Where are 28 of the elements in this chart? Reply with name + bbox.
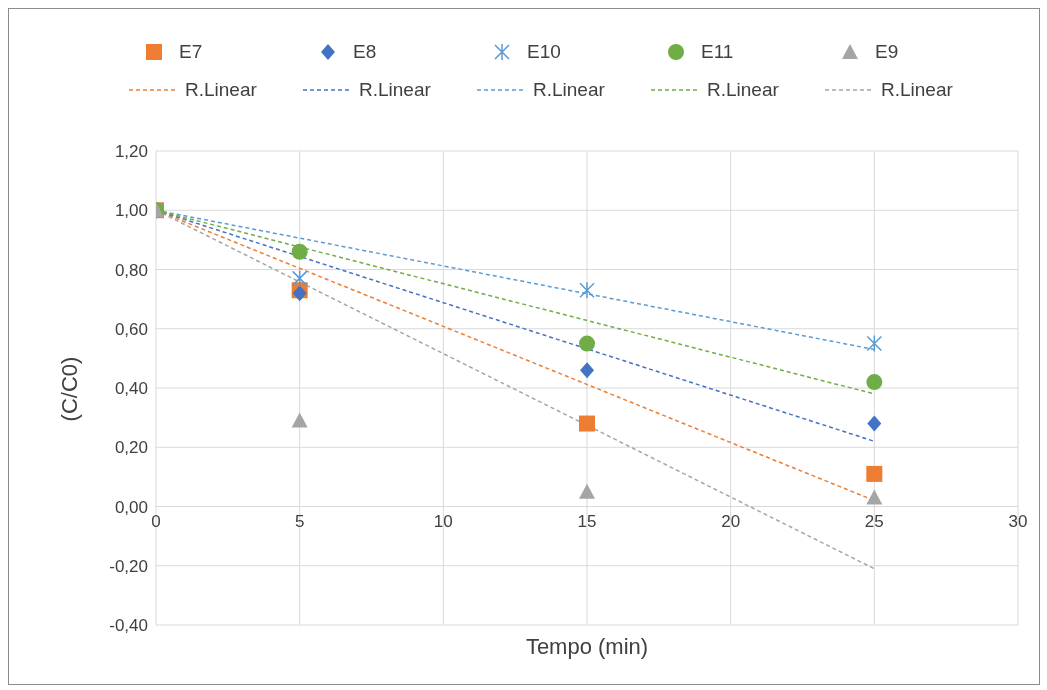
x-tick-label: 15 xyxy=(577,512,597,532)
legend-label: E11 xyxy=(701,41,734,63)
legend-label: R.Linear xyxy=(881,79,953,101)
y-tick-label: 0,20 xyxy=(114,438,148,458)
legend-label: R.Linear xyxy=(533,79,605,101)
x-tick-label: 25 xyxy=(864,512,884,532)
legend-label: R.Linear xyxy=(359,79,431,101)
x-tick-label: 10 xyxy=(433,512,453,532)
y-tick-label: 0,40 xyxy=(114,379,148,399)
y-axis-title: (C/C0) xyxy=(57,356,83,421)
legend-label: E9 xyxy=(875,41,899,63)
y-tick-label: 0,80 xyxy=(114,260,148,280)
legend-label: E10 xyxy=(527,41,561,63)
x-tick-label: 20 xyxy=(721,512,741,532)
y-tick-label: -0,40 xyxy=(109,616,148,636)
y-tick-label: 1,00 xyxy=(114,201,148,221)
x-axis-title: Tempo (min) xyxy=(524,634,650,660)
legend-label: E7 xyxy=(179,41,203,63)
x-tick-label: 0 xyxy=(151,512,161,532)
legend-label: E8 xyxy=(353,41,377,63)
x-tick-label: 30 xyxy=(1008,512,1028,532)
legend-label: R.Linear xyxy=(185,79,257,101)
x-tick-label: 5 xyxy=(294,512,305,532)
y-tick-label: 1,20 xyxy=(114,142,148,162)
y-tick-label: -0,20 xyxy=(109,556,148,576)
legend-label: R.Linear xyxy=(707,79,779,101)
y-tick-label: 0,60 xyxy=(114,319,148,339)
y-tick-label: 0,00 xyxy=(114,497,148,517)
